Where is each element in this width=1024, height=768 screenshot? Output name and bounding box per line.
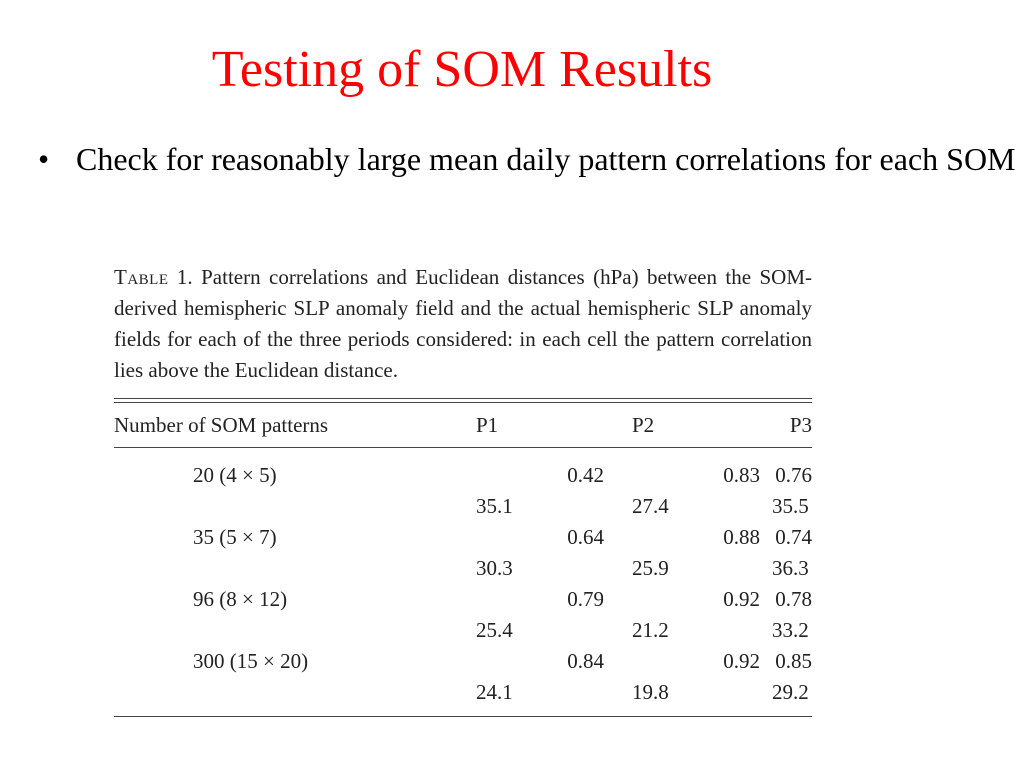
table-row-distance: 35.1 27.4 35.5 (114, 491, 812, 522)
cell-corr-p3: 0.76 (775, 463, 812, 487)
row-label-empty (114, 677, 414, 708)
table-top-rule (114, 398, 812, 403)
cell-dist-p2: 19.8 (632, 680, 669, 704)
table-row-distance: 30.3 25.9 36.3 (114, 553, 812, 584)
cell-corr-p1: 0.42 (567, 463, 604, 487)
row-label: 96 (8 × 12) (193, 587, 288, 611)
row-label: 20 (4 × 5) (193, 463, 277, 487)
table-row-distance: 24.1 19.8 29.2 (114, 677, 812, 708)
cell-dist-p1: 24.1 (476, 680, 513, 704)
row-label-empty (114, 615, 414, 646)
cell-dist-p1: 35.1 (476, 494, 513, 518)
table-body: 20 (4 × 5) 0.42 0.83 0.76 35.1 27.4 35.5… (114, 448, 812, 709)
table-caption: Table 1. Pattern correlations and Euclid… (114, 262, 812, 386)
column-header-p3: P3 (772, 403, 812, 448)
table-header-row: Number of SOM patterns P1 P2 P3 (114, 403, 812, 448)
cell-dist-p3: 36.3 (772, 556, 809, 580)
cell-corr-p1: 0.84 (567, 649, 604, 673)
cell-dist-p2: 21.2 (632, 618, 669, 642)
cell-corr-p2: 0.88 (723, 525, 760, 549)
table-caption-label: Table (114, 265, 169, 289)
cell-dist-p1: 25.4 (476, 618, 513, 642)
column-header-p1: P1 (414, 403, 616, 448)
bullet-item: • Check for reasonably large mean daily … (38, 140, 1018, 178)
column-header-som-patterns: Number of SOM patterns (114, 403, 414, 448)
table-row-correlation: 300 (15 × 20) 0.84 0.92 0.85 (114, 646, 812, 677)
table-row-correlation: 96 (8 × 12) 0.79 0.92 0.78 (114, 584, 812, 615)
row-label: 35 (5 × 7) (193, 525, 277, 549)
table-row-correlation: 35 (5 × 7) 0.64 0.88 0.74 (114, 522, 812, 553)
cell-dist-p2: 27.4 (632, 494, 669, 518)
table-figure: Table 1. Pattern correlations and Euclid… (114, 262, 812, 717)
cell-corr-p3: 0.85 (775, 649, 812, 673)
cell-dist-p3: 29.2 (772, 680, 809, 704)
cell-dist-p2: 25.9 (632, 556, 669, 580)
cell-corr-p3: 0.74 (775, 525, 812, 549)
bullet-list: • Check for reasonably large mean daily … (38, 140, 1018, 178)
table-caption-text: 1. Pattern correlations and Euclidean di… (114, 265, 812, 382)
bullet-dot-icon: • (38, 141, 50, 177)
cell-corr-p2: 0.83 (723, 463, 760, 487)
cell-corr-p2: 0.92 (723, 587, 760, 611)
cell-corr-p2: 0.92 (723, 649, 760, 673)
table-row-correlation: 20 (4 × 5) 0.42 0.83 0.76 (114, 448, 812, 492)
row-label-empty (114, 553, 414, 584)
cell-dist-p3: 33.2 (772, 618, 809, 642)
bullet-text: Check for reasonably large mean daily pa… (76, 141, 1016, 177)
row-label-empty (114, 491, 414, 522)
row-label: 300 (15 × 20) (193, 649, 309, 673)
cell-corr-p1: 0.64 (567, 525, 604, 549)
table-row-distance: 25.4 21.2 33.2 (114, 615, 812, 646)
cell-corr-p3: 0.78 (775, 587, 812, 611)
column-header-p2: P2 (616, 403, 772, 448)
cell-corr-p1: 0.79 (567, 587, 604, 611)
data-table: Number of SOM patterns P1 P2 P3 20 (4 × … (114, 403, 812, 708)
cell-dist-p3: 35.5 (772, 494, 809, 518)
slide-title: Testing of SOM Results (211, 41, 713, 98)
cell-dist-p1: 30.3 (476, 556, 513, 580)
table-bottom-rule (114, 716, 812, 717)
